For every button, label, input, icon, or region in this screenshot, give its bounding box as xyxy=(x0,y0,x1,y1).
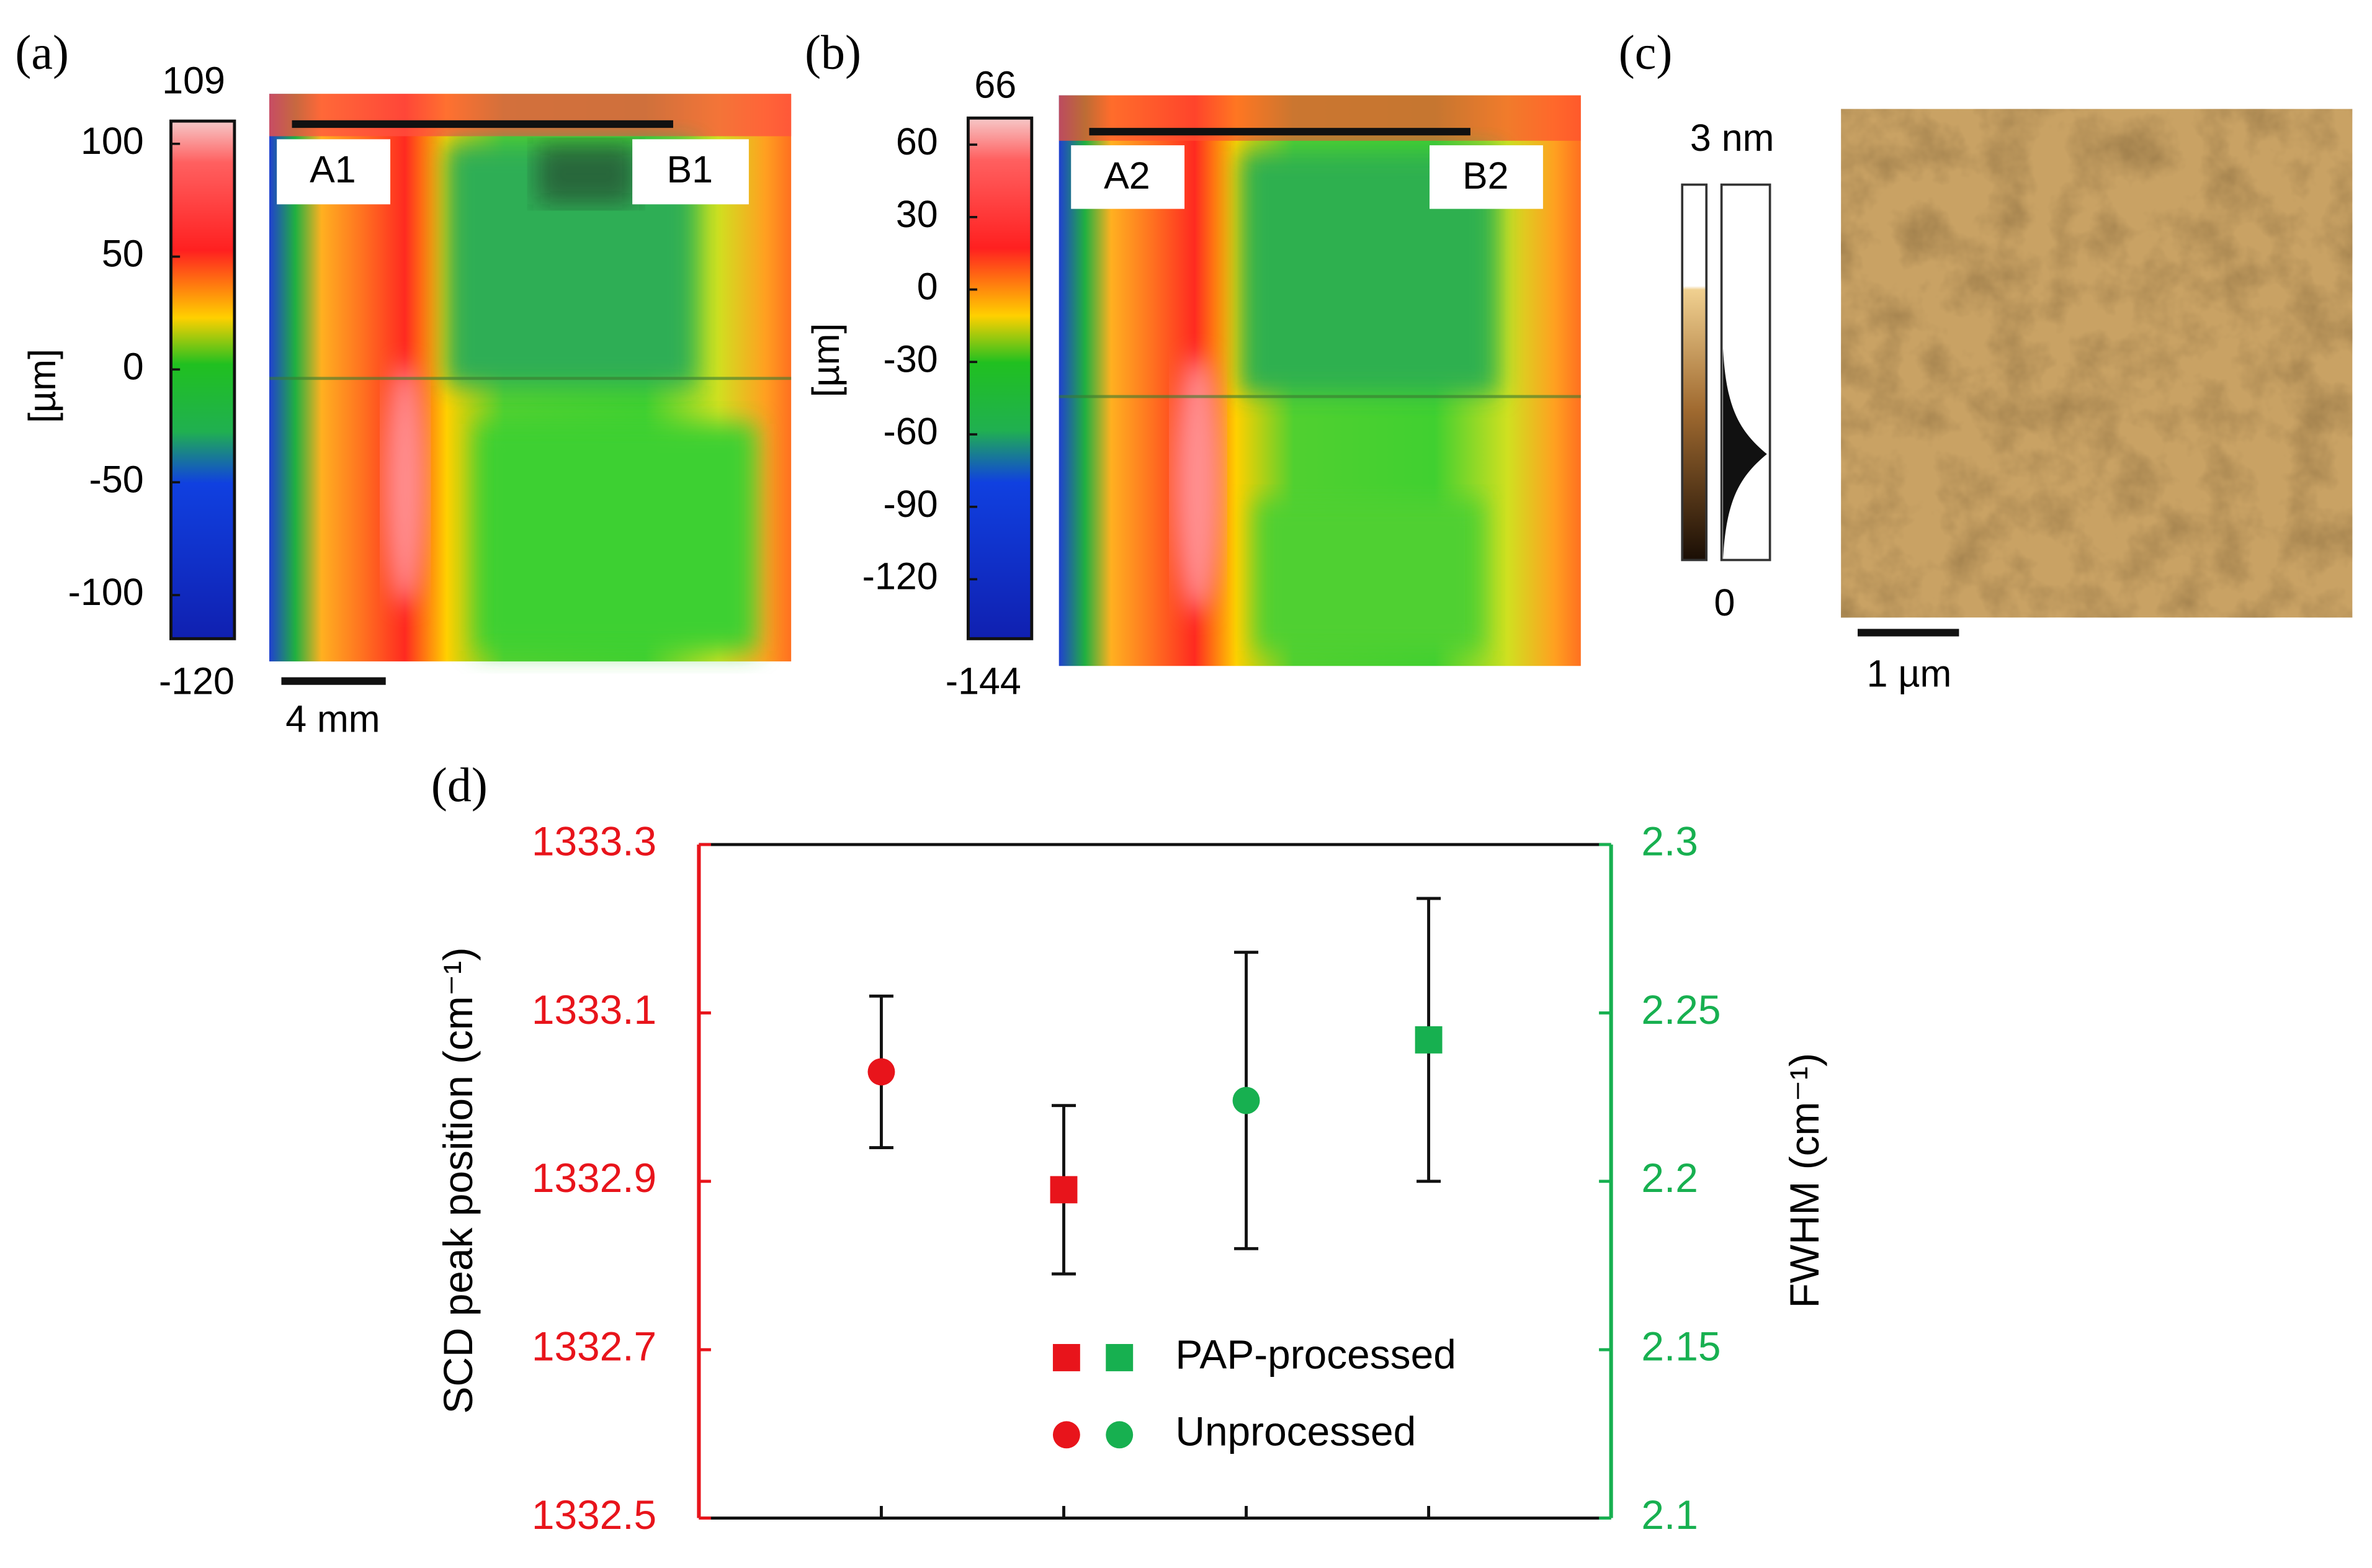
y-tick-label: 1332.5 xyxy=(532,1492,656,1538)
panel-label: (b) xyxy=(805,25,861,79)
colorbar-tick-label: -120 xyxy=(862,555,938,598)
data-point xyxy=(867,1058,895,1086)
scalebar-label: 4 mm xyxy=(285,698,380,740)
panel-label: (c) xyxy=(1619,25,1673,79)
marker-label: A2 xyxy=(1104,155,1150,197)
colorbar-max: 109 xyxy=(162,59,225,101)
height-map-a xyxy=(169,94,792,685)
y-tick-label: 1332.7 xyxy=(532,1324,656,1369)
afm-image xyxy=(1681,109,2353,637)
y2-tick-label: 2.3 xyxy=(1641,818,1698,864)
colorbar-tick-label: 30 xyxy=(896,193,938,235)
legend-marker xyxy=(1106,1421,1134,1449)
colorbar-unit: [µm] xyxy=(21,349,63,423)
legend-label: PAP-processed xyxy=(1175,1331,1456,1377)
colorbar-tick-label: -30 xyxy=(884,338,938,380)
y-tick-label: 1332.9 xyxy=(532,1155,656,1201)
legend-marker xyxy=(1052,1344,1080,1371)
panel-label: (a) xyxy=(15,25,69,79)
colorbar-top-label: 3 nm xyxy=(1690,117,1774,159)
colorbar-tick-label: -60 xyxy=(884,410,938,452)
scalebar-label: 1 µm xyxy=(1867,652,1952,694)
colorbar-min: -120 xyxy=(159,660,235,702)
colorbar-tick-label: -90 xyxy=(884,483,938,525)
colorbar-bottom-label: 0 xyxy=(1714,581,1735,624)
data-point xyxy=(1232,1086,1260,1114)
colorbar-tick-label: 60 xyxy=(896,120,938,163)
panel-label: (d) xyxy=(431,758,488,812)
marker-label: A1 xyxy=(310,148,356,190)
colorbar-tick-label: 100 xyxy=(81,120,144,162)
y-tick-label: 1333.1 xyxy=(532,987,656,1033)
y2-tick-label: 2.1 xyxy=(1641,1492,1698,1538)
data-point xyxy=(1415,1026,1443,1054)
legend-label: Unprocessed xyxy=(1175,1409,1416,1454)
y2-tick-label: 2.25 xyxy=(1641,987,1721,1033)
colorbar-tick-label: 50 xyxy=(102,233,144,275)
y2-tick-label: 2.15 xyxy=(1641,1324,1721,1369)
data-point xyxy=(1050,1176,1078,1204)
legend-marker xyxy=(1052,1421,1080,1449)
colorbar-max: 66 xyxy=(974,64,1016,106)
colorbar-unit: [µm] xyxy=(805,323,847,398)
colorbar-tick-label: 0 xyxy=(123,346,144,388)
y2-tick-label: 2.2 xyxy=(1641,1155,1698,1201)
colorbar-tick-label: -100 xyxy=(68,571,144,613)
colorbar-tick-label: 0 xyxy=(917,266,938,308)
plot-frame xyxy=(699,843,1611,1520)
y-tick-label: 1333.3 xyxy=(532,818,656,864)
marker-label: B2 xyxy=(1462,155,1509,197)
legend-marker xyxy=(1106,1344,1134,1371)
height-map-b xyxy=(966,95,1581,666)
colorbar-tick-label: -50 xyxy=(89,458,144,500)
colorbar-min: -144 xyxy=(946,660,1021,702)
y-axis-title: SCD peak position (cm⁻¹) xyxy=(435,948,481,1414)
marker-label: B1 xyxy=(667,148,714,190)
y2-axis-title: FWHM (cm⁻¹) xyxy=(1781,1053,1827,1308)
